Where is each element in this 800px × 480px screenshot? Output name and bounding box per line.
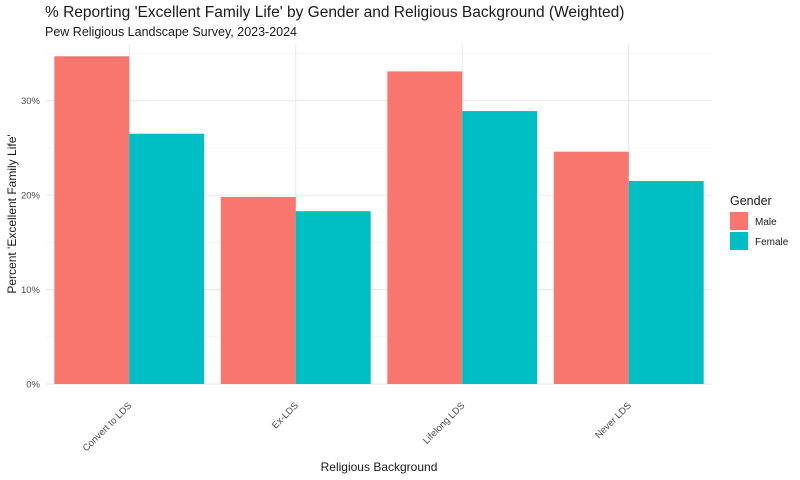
bar-male [54,56,130,385]
y-axis-ticks: 0% 10% 20% 30% [21,96,41,390]
x-axis-ticks: Convert to LDS Ex-LDS Lifelong LDS Never LD… [81,400,634,454]
bar-female [462,111,538,385]
bar-female [628,180,704,384]
y-tick-label: 20% [21,191,41,202]
x-axis-title: Religious Background [321,460,438,474]
bar-male [553,151,629,384]
x-tick-label: Convert to LDS [81,400,135,454]
bar-male [387,71,463,384]
legend: Gender Male Female [730,194,789,250]
y-tick-label: 30% [21,96,41,107]
chart-title: % Reporting 'Excellent Family Life' by G… [45,4,625,21]
x-tick-label: Lifelong LDS [421,400,467,446]
legend-swatch-male [730,212,748,230]
legend-swatch-female [730,232,748,250]
y-axis-title: Percent 'Excellent Family Life' [5,134,19,293]
bar-female [129,133,205,384]
legend-label-male: Male [755,217,777,228]
y-tick-label: 0% [26,380,40,391]
chart-subtitle: Pew Religious Landscape Survey, 2023-202… [45,25,298,39]
bar-male [220,197,296,384]
legend-label-female: Female [755,237,789,248]
legend-title: Gender [730,194,772,208]
y-tick-label: 10% [21,285,41,296]
bars-group [54,56,704,385]
x-tick-label: Never LDS [593,400,634,441]
bar-female [295,211,371,384]
x-tick-label: Ex-LDS [270,400,301,431]
